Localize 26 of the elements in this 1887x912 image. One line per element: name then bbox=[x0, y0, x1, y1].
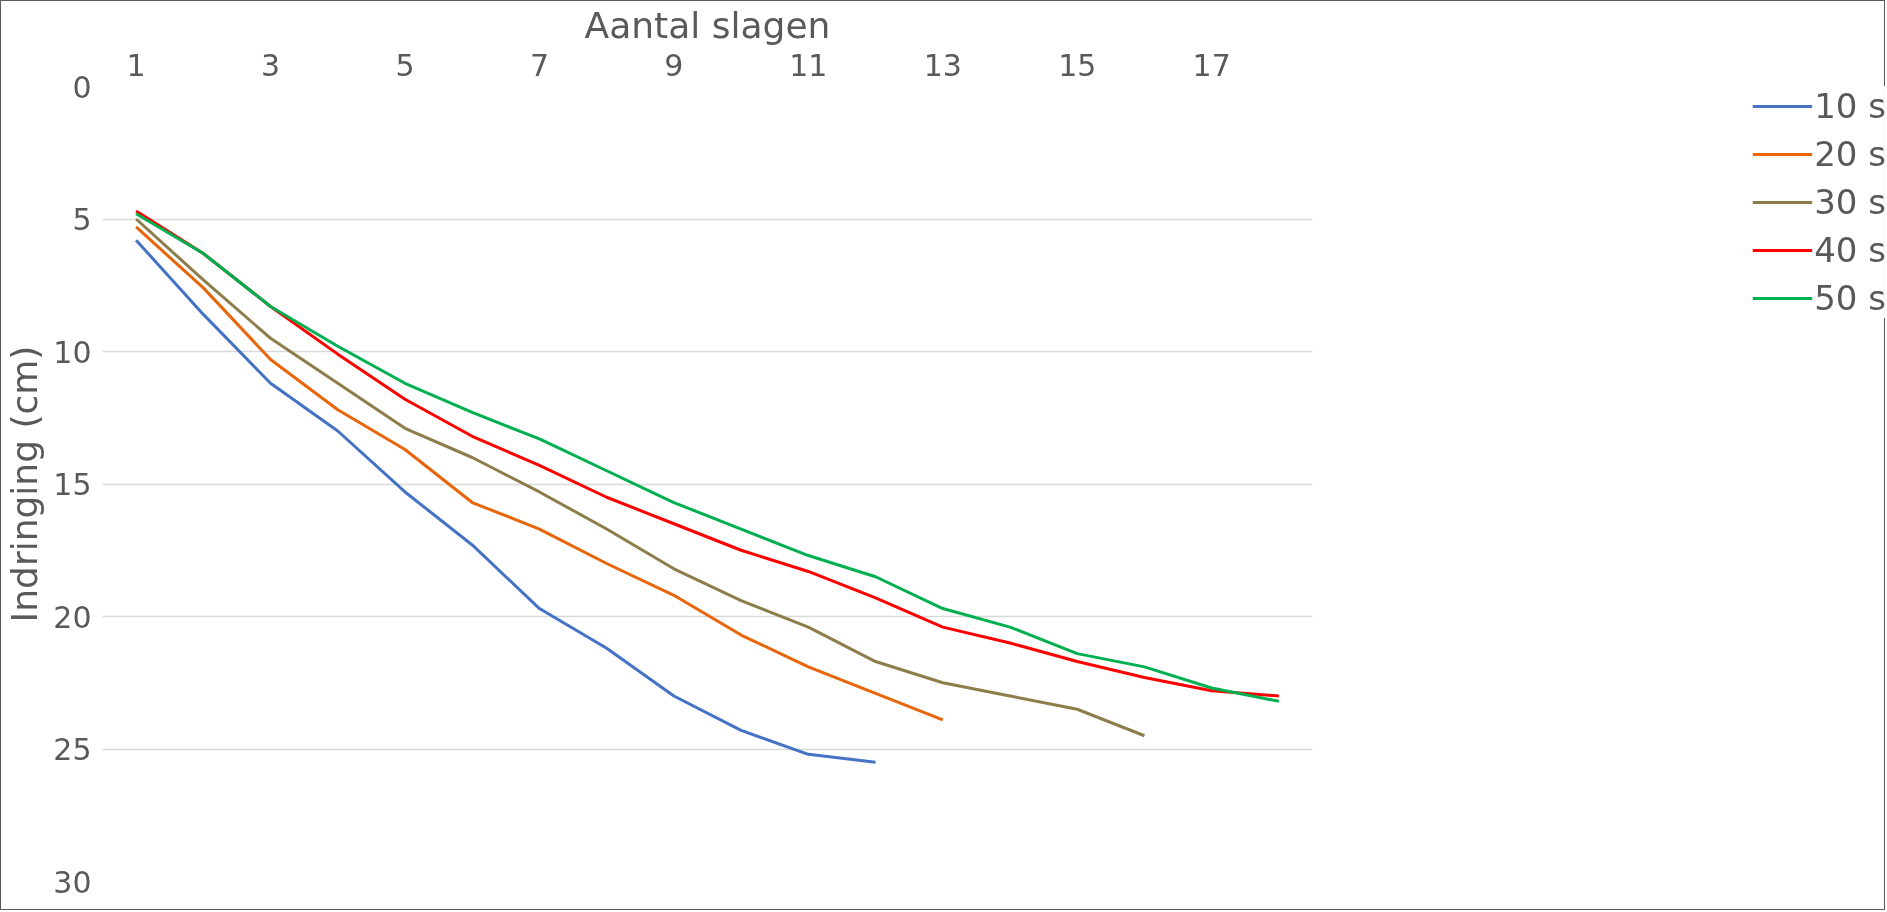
y-tick-label: 25 bbox=[53, 732, 92, 767]
line-series bbox=[134, 217, 1146, 738]
y-tick-label: 0 bbox=[72, 69, 92, 105]
y-tick-label: 10 bbox=[53, 334, 92, 370]
y-tick-label: 15 bbox=[53, 467, 92, 502]
line-series bbox=[134, 238, 878, 764]
y-tick-label: 30 bbox=[53, 864, 92, 900]
line-series bbox=[134, 225, 945, 722]
y-axis-title: Indringing (cm) bbox=[4, 345, 46, 623]
legend-label: 30 s bbox=[1814, 182, 1886, 222]
x-tick-label: 7 bbox=[529, 47, 549, 83]
y-tick-label: 20 bbox=[53, 599, 92, 635]
x-tick-label: 9 bbox=[664, 47, 684, 83]
x-tick-label: 1 bbox=[126, 47, 146, 83]
x-tick-label: 13 bbox=[923, 47, 962, 83]
legend-label: 40 s bbox=[1814, 230, 1886, 270]
legend-label: 50 s bbox=[1814, 278, 1886, 318]
legend-label: 20 s bbox=[1814, 134, 1886, 174]
x-tick-label: 3 bbox=[261, 47, 281, 83]
x-tick-label: 17 bbox=[1192, 47, 1231, 83]
y-tick-label: 5 bbox=[72, 202, 92, 237]
x-tick-label: 15 bbox=[1058, 47, 1097, 83]
x-tick-label: 11 bbox=[789, 47, 828, 83]
x-axis-title: Aantal slagen bbox=[584, 4, 831, 46]
x-tick-label: 5 bbox=[395, 47, 415, 83]
legend-label: 10 s bbox=[1814, 86, 1886, 126]
